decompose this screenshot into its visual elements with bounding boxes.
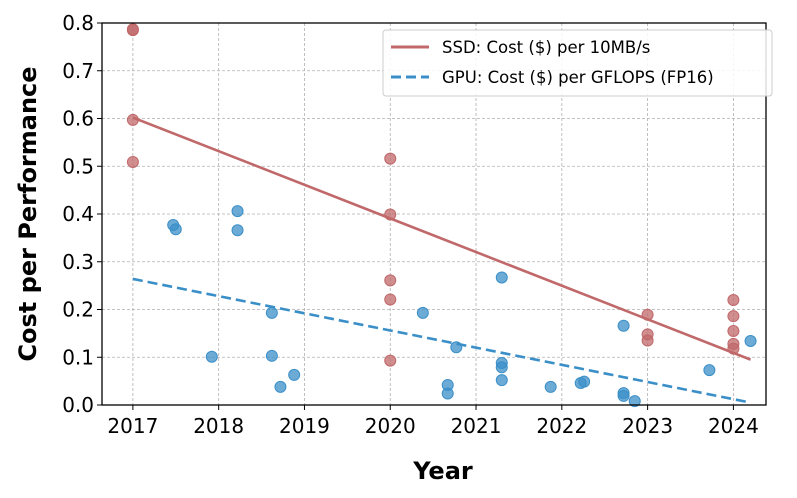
gpu-point [628, 395, 641, 408]
ssd-trend-line [132, 116, 752, 361]
x-tick-label: 2022 [536, 414, 587, 438]
data-points [126, 23, 757, 408]
gpu-point [544, 380, 557, 393]
gpu-point [495, 361, 508, 374]
ssd-point [384, 354, 397, 367]
y-tick-label: 0.8 [62, 11, 94, 35]
ssd-point [727, 324, 740, 337]
x-axis-label: Year [412, 457, 473, 485]
gpu-point [441, 387, 454, 400]
x-tick-label: 2021 [451, 414, 502, 438]
x-tick-label: 2018 [193, 414, 244, 438]
y-tick-label: 0.7 [62, 59, 94, 83]
gpu-point [703, 364, 716, 377]
y-tick-label: 0.5 [62, 154, 94, 178]
gpu-point [495, 374, 508, 387]
ssd-point [727, 310, 740, 323]
gpu-point [416, 306, 429, 319]
legend-gpu-label: GPU: Cost ($) per GFLOPS (FP16) [442, 68, 714, 87]
gpu-point [169, 223, 182, 236]
gpu-point [205, 350, 218, 363]
y-tick-label: 0.1 [62, 345, 94, 369]
ssd-point [727, 293, 740, 306]
gpu-point [231, 224, 244, 237]
legend: SSD: Cost ($) per 10MB/s GPU: Cost ($) p… [382, 29, 773, 97]
y-tick-label: 0.2 [62, 298, 94, 322]
x-tick-label: 2020 [365, 414, 416, 438]
gpu-point [265, 349, 278, 362]
y-tick-label: 0.3 [62, 250, 94, 274]
gpu-point [274, 380, 287, 393]
gpu-point [265, 306, 278, 319]
ssd-point [384, 274, 397, 287]
gpu-point [617, 319, 630, 332]
trend-lines [132, 116, 752, 404]
ssd-point [126, 155, 139, 168]
gpu-point [288, 368, 301, 381]
gpu-point [578, 375, 591, 388]
axis-ticks: 2017 2018 2019 2020 2021 2022 2023 2024 0.0 0.1 0.… [62, 11, 759, 438]
legend-box [382, 29, 773, 97]
gpu-point [231, 205, 244, 218]
x-tick-label: 2023 [622, 414, 673, 438]
gpu-trend-line [132, 277, 751, 404]
gpu-point [617, 389, 630, 402]
gpu-point [744, 335, 757, 348]
x-tick-label: 2024 [708, 414, 759, 438]
ssd-point [641, 334, 654, 347]
gpu-point [495, 271, 508, 284]
y-axis-label: Cost per Performance [14, 66, 42, 361]
legend-ssd-label: SSD: Cost ($) per 10MB/s [442, 38, 650, 57]
ssd-point [126, 24, 139, 37]
x-tick-label: 2019 [279, 414, 330, 438]
y-tick-label: 0.4 [62, 202, 94, 226]
ssd-point [384, 293, 397, 306]
y-tick-label: 0.6 [62, 107, 94, 131]
ssd-point [384, 152, 397, 165]
y-tick-label: 0.0 [62, 393, 94, 417]
x-tick-label: 2017 [107, 414, 158, 438]
